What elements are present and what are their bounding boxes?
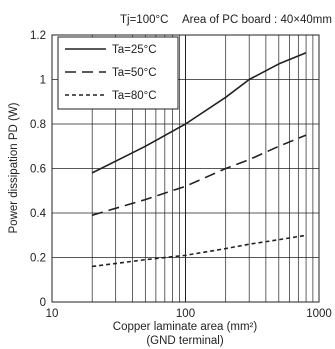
series-line-1 <box>91 52 307 174</box>
x-tick-labels: 10 100 1000 <box>46 308 332 320</box>
y-tick-labels: 0 0.2 0.4 0.6 0.8 1 1.2 <box>30 30 47 309</box>
plot-frame <box>51 34 320 303</box>
x-axis-label: Copper laminate area (mm²) <box>113 321 258 333</box>
y-tick-label: 1 <box>40 75 46 87</box>
y-axis-label: Power dissipation PD (W) <box>8 102 20 233</box>
legend-label-1: Ta=25°C <box>112 44 157 56</box>
y-tick-label: 0.6 <box>30 164 46 176</box>
x-tick-label: 1000 <box>306 308 332 320</box>
y-tick-label: 1.2 <box>30 30 46 42</box>
legend-label-2: Ta=50°C <box>112 67 157 79</box>
series-lines <box>91 52 307 268</box>
x-tick-label: 10 <box>46 308 59 320</box>
header-junction-temp: Tj=100°C <box>120 14 168 26</box>
y-tick-label: 0 <box>40 297 46 309</box>
y-tick-label: 0.2 <box>30 253 46 265</box>
series-line-2 <box>91 134 307 216</box>
y-tick-label: 0.8 <box>30 119 46 131</box>
x-axis-sublabel: (GND terminal) <box>146 335 223 347</box>
y-tick-label: 0.4 <box>30 208 47 220</box>
header-board-area: Area of PC board : 40×40mm <box>182 14 332 26</box>
series-line-3 <box>92 234 307 268</box>
legend-label-3: Ta=80°C <box>112 90 157 102</box>
x-tick-label: 100 <box>176 308 195 320</box>
legend: Ta=25°C Ta=50°C Ta=80°C <box>57 36 179 110</box>
